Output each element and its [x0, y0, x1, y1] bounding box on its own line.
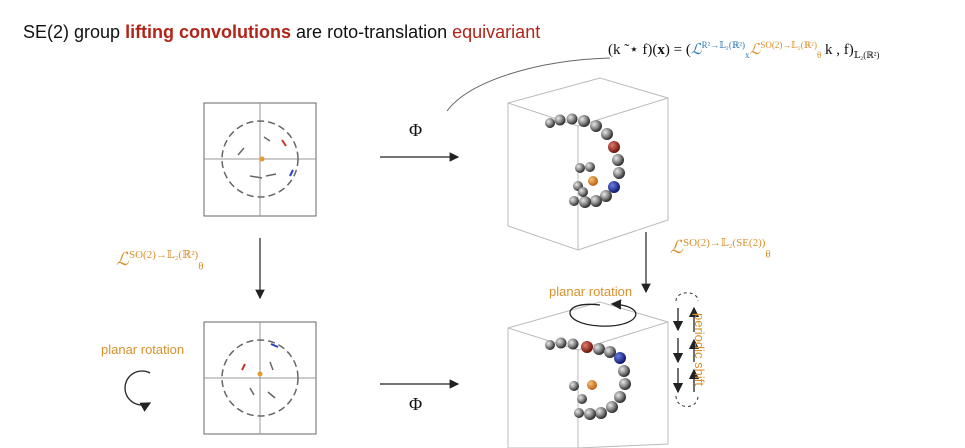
op-right-symbol: ℒ [670, 237, 683, 257]
op-left-sub: θ [198, 260, 204, 273]
feature-cube-bottom [507, 301, 669, 448]
phi-label-bottom: Φ [409, 394, 423, 414]
rotation-icon-right [569, 299, 637, 327]
op-left-symbol: ℒ [116, 249, 129, 269]
title-prefix: SE(2) group [23, 22, 126, 42]
lifting-formula: (k ˜⋆ f)(x) = (ℒR²→𝕃₂(ℝ²)xℒSO(2)→𝕃₂(ℝ²)θ… [608, 40, 879, 61]
formula-eq: ) = ( [664, 42, 691, 58]
rotation-icon-left [124, 370, 152, 412]
formula-l1: ℒ [690, 42, 702, 58]
feature-cube-top [507, 77, 669, 251]
periodic-shift-label: periodic shift [692, 313, 707, 386]
op-right-sub: θ [765, 248, 771, 261]
formula-l1-sup: R²→𝕃₂(ℝ²) [701, 40, 745, 50]
formula-translation-op: ℒR²→𝕃₂(ℝ²)x [690, 40, 750, 60]
formula-l2: ℒ [749, 42, 761, 58]
op-left-sup: SO(2)→𝕃₂(ℝ²) [128, 249, 199, 261]
op-right-sup: SO(2)→𝕃₂(SE(2)) [682, 237, 766, 249]
rotation-operator-right: ℒSO(2)→𝕃₂(SE(2))θ [670, 236, 771, 261]
title-bold: lifting convolutions [125, 22, 292, 42]
formula-lhs2: f)( [638, 42, 658, 58]
phi-label-top: Φ [409, 120, 423, 140]
title-middle: are [291, 22, 328, 42]
title-plain: roto-translation [327, 22, 448, 42]
formula-x: x [657, 42, 665, 58]
planar-rotation-label-right: planar rotation [549, 284, 633, 299]
formula-l1-sub: x [745, 50, 750, 60]
formula-star: ˜⋆ [624, 42, 639, 58]
title-suffix: equivariant [447, 22, 541, 42]
formula-pointer-curve [446, 57, 611, 112]
planar-rotation-label-left: planar rotation [101, 342, 185, 357]
formula-rest-sub: 𝕃₂(ℝ²) [853, 50, 880, 60]
kernel-panel-top [203, 102, 317, 217]
formula-l2-sub: θ [816, 50, 822, 60]
formula-l2-sup: SO(2)→𝕃₂(ℝ²) [760, 40, 817, 50]
kernel-panel-bottom [203, 321, 317, 435]
rotation-operator-left: ℒSO(2)→𝕃₂(ℝ²)θ [116, 248, 203, 273]
formula-rotation-op: ℒSO(2)→𝕃₂(ℝ²)θ [749, 40, 822, 60]
formula-rest: k , f) [821, 42, 854, 58]
formula-lhs: (k [608, 42, 625, 58]
periodic-shift-icon [672, 292, 700, 407]
slide-title: SE(2) group lifting convolutions are rot… [23, 22, 540, 43]
